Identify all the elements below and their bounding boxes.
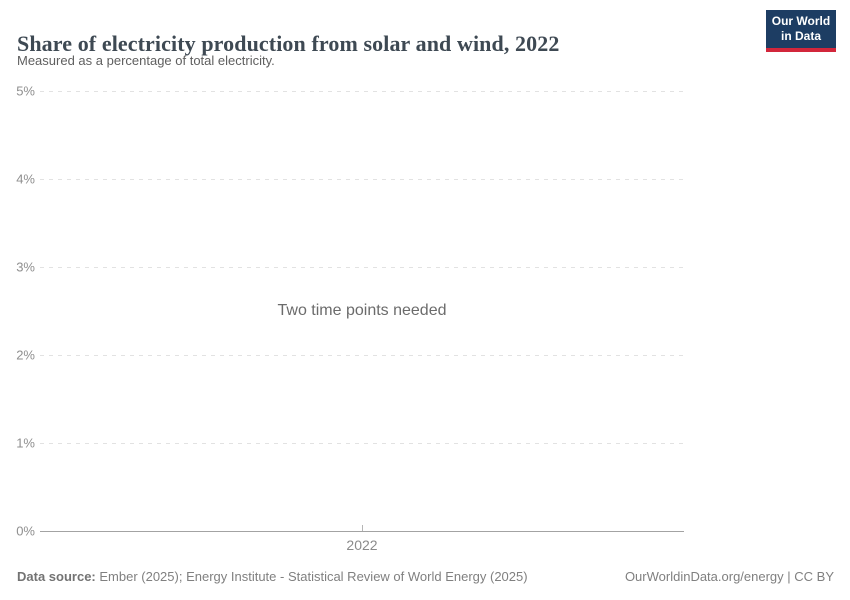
no-data-message: Two time points needed <box>277 302 447 319</box>
y-axis-tick-label: 5% <box>16 83 35 99</box>
y-axis-tick-label: 3% <box>16 259 35 275</box>
y-axis-tick-label: 2% <box>16 347 35 363</box>
gridline <box>40 443 684 444</box>
owid-logo-line1: Our World <box>771 14 831 28</box>
x-axis-tick-label: 2022 <box>346 537 378 553</box>
y-axis-tick-label: 4% <box>16 171 35 187</box>
data-source-text: Ember (2025); Energy Institute - Statist… <box>95 569 528 584</box>
x-axis-line <box>40 531 684 532</box>
license-link[interactable]: OurWorldinData.org/energy | CC BY <box>624 569 834 584</box>
owid-logo-line2: in Data <box>780 29 821 43</box>
gridline <box>40 91 684 92</box>
data-source-line: Data source: Ember (2025); Energy Instit… <box>17 569 528 584</box>
chart-subtitle: Measured as a percentage of total electr… <box>17 53 275 68</box>
gridline <box>40 267 684 268</box>
gridline <box>40 355 684 356</box>
data-source-label: Data source: <box>17 569 96 584</box>
chart-title: Share of electricity production from sol… <box>17 30 560 56</box>
owid-logo[interactable]: Our World in Data <box>766 10 836 52</box>
footer: Data source: Ember (2025); Energy Instit… <box>17 569 834 584</box>
x-axis-tick-mark <box>362 525 363 531</box>
y-axis-tick-label: 1% <box>16 435 35 451</box>
y-axis-tick-label: 0% <box>16 523 35 539</box>
gridline <box>40 179 684 180</box>
